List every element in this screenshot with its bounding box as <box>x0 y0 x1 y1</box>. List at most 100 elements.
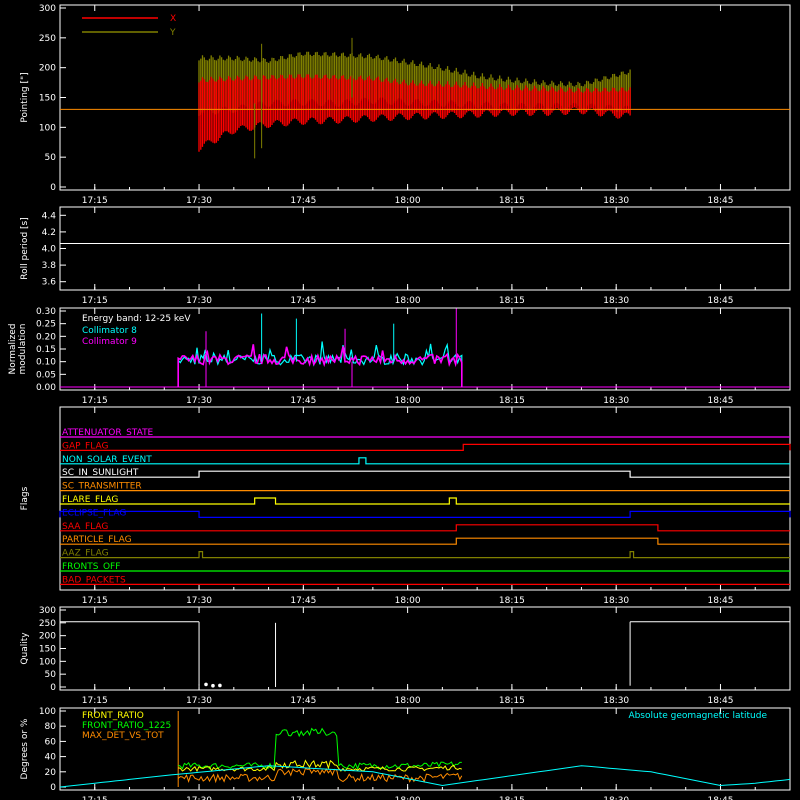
flag-bad_packets: BAD_PACKETS <box>60 575 790 585</box>
flag-saa_flag: SAA_FLAG <box>60 522 790 532</box>
x-tick-label: 17:15 <box>82 296 108 306</box>
x-tick-label: 17:45 <box>290 696 316 706</box>
x-tick-label: 18:30 <box>603 296 629 306</box>
y-axis-label: Normalized <box>8 323 18 374</box>
flag-sc_transmitter: SC_TRANSMITTER <box>60 482 790 492</box>
y-tick-label: 3.6 <box>42 278 57 288</box>
x-tick-label: 18:45 <box>708 296 734 306</box>
x-tick-label: 17:45 <box>290 196 316 206</box>
y-tick-label: 0.25 <box>36 320 56 330</box>
y-tick-label: 300 <box>39 606 56 616</box>
flag-label: FLARE_FLAG <box>62 495 118 505</box>
flag-label: SC_IN_SUNLIGHT <box>62 468 139 478</box>
x-tick-label: 18:30 <box>603 196 629 206</box>
panel-pointing: 17:15 17:30 17:45 18:00 18:15 18:30 18:45 0 50 10… <box>20 4 791 206</box>
x-tick-label: 17:45 <box>290 596 316 606</box>
legend-label: FRONT_RATIO <box>82 711 144 721</box>
x-tick-label: 18:15 <box>499 296 525 306</box>
panel-frame <box>59 206 791 291</box>
legend-label: Y <box>169 28 176 38</box>
flag-line <box>59 510 791 518</box>
y-tick-label: 300 <box>39 4 56 14</box>
legend-label: Absolute geomagnetic latitude <box>628 711 767 721</box>
y-tick-label: 80 <box>45 722 57 732</box>
series-geomagnetic-latitude <box>59 765 791 788</box>
y-tick-label: 0 <box>50 183 56 193</box>
flag-label: ATTENUATOR_STATE <box>62 428 154 438</box>
x-tick-label: 17:15 <box>82 396 108 406</box>
x-tick-label: 18:00 <box>395 396 421 406</box>
panel-frame <box>59 707 791 791</box>
panel-frame <box>59 606 791 691</box>
y-tick-label: 60 <box>45 737 57 747</box>
x-tick-label: 18:00 <box>395 696 421 706</box>
x-tick-label: 18:45 <box>708 396 734 406</box>
y-tick-label: 0.15 <box>36 345 56 355</box>
y-axis-label: Flags <box>20 486 30 510</box>
y-tick-label: 150 <box>39 94 56 104</box>
flag-label: PARTICLE_FLAG <box>62 535 132 545</box>
flag-label: ECLIPSE_FLAG <box>62 508 126 518</box>
quality-point <box>218 683 222 688</box>
x-tick-label: 18:15 <box>499 696 525 706</box>
flag-particle_flag: PARTICLE_FLAG <box>60 535 790 545</box>
y-axis-label: Roll period [s] <box>20 217 30 279</box>
flag-label: SC_TRANSMITTER <box>62 482 142 492</box>
flag-fronts_off: FRONTS_OFF <box>60 562 790 572</box>
flag-gap_flag: GAP_FLAG <box>60 441 791 451</box>
y-tick-label: 50 <box>45 670 57 680</box>
x-tick-label: 17:15 <box>82 596 108 606</box>
flag-line <box>60 443 791 451</box>
x-tick-label: 17:30 <box>186 196 212 206</box>
x-tick-label: 18:15 <box>499 596 525 606</box>
y-tick-label: 200 <box>39 632 56 642</box>
y-tick-label: 250 <box>39 619 56 629</box>
y-axis-label: Degrees or % <box>20 718 30 779</box>
x-tick-label: 17:30 <box>186 796 212 800</box>
y-tick-label: 200 <box>39 64 56 74</box>
flag-attenuator_state: ATTENUATOR_STATE <box>60 428 790 438</box>
x-tick-label: 18:30 <box>603 396 629 406</box>
y-tick-label: 4.0 <box>42 245 57 255</box>
x-tick-label: 18:45 <box>708 196 734 206</box>
y-tick-label: 0.20 <box>36 332 56 342</box>
x-tick-label: 18:45 <box>708 696 734 706</box>
x-tick-label: 17:30 <box>186 696 212 706</box>
panel-frame <box>59 406 791 591</box>
x-tick-label: 18:15 <box>499 396 525 406</box>
flag-label: BAD_PACKETS <box>62 575 126 585</box>
x-tick-label: 17:30 <box>186 296 212 306</box>
y-axis-label: Quality <box>20 632 30 665</box>
series-band <box>198 74 631 152</box>
legend-label: Collimator 8 <box>82 326 137 336</box>
flag-label: NON_SOLAR_EVENT <box>62 455 152 465</box>
x-tick-label: 18:30 <box>603 696 629 706</box>
legend-label: MAX_DET_VS_TOT <box>82 731 164 741</box>
y-tick-label: 3.8 <box>42 261 57 271</box>
flag-sc_in_sunlight: SC_IN_SUNLIGHT <box>60 468 790 478</box>
quality-point <box>211 683 215 688</box>
y-axis-label: Pointing ["] <box>20 72 30 122</box>
x-tick-label: 18:45 <box>708 596 734 606</box>
flag-label: FRONTS_OFF <box>62 562 120 572</box>
x-tick-label: 17:45 <box>290 796 316 800</box>
x-tick-label: 18:30 <box>603 796 629 800</box>
x-tick-label: 18:15 <box>499 196 525 206</box>
flag-non_solar_event: NON_SOLAR_EVENT <box>60 455 790 465</box>
x-tick-label: 18:45 <box>708 796 734 800</box>
x-tick-label: 17:45 <box>290 296 316 306</box>
panel-quality: 17:15 17:30 17:45 18:00 18:15 18:30 18:45 0 50 10… <box>20 606 791 706</box>
y-tick-label: 50 <box>45 153 57 163</box>
panel-flags: 17:15 17:30 17:45 18:00 18:15 18:30 18:45 Flags… <box>20 406 791 606</box>
y-tick-label: 0.00 <box>36 383 56 393</box>
flag-line <box>60 457 790 465</box>
flag-line <box>60 524 790 532</box>
modulation-series <box>177 341 463 387</box>
y-tick-label: 20 <box>45 768 57 778</box>
y-tick-label: 40 <box>45 753 57 763</box>
y-tick-label: 100 <box>39 707 56 717</box>
x-tick-label: 17:15 <box>82 796 108 800</box>
flag-eclipse_flag: ECLIPSE_FLAG <box>59 508 791 518</box>
flag-aaz_flag: AAZ_FLAG <box>60 549 790 559</box>
